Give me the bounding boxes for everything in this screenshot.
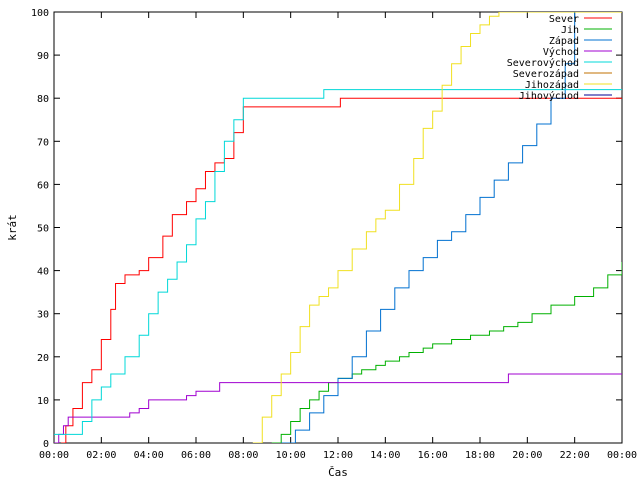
y-tick-label: 40 <box>37 267 49 278</box>
series-line-0 <box>61 97 622 443</box>
x-axis-title: Čas <box>328 466 348 479</box>
x-tick-label: 08:00 <box>228 450 258 461</box>
y-tick-label: 70 <box>37 137 49 148</box>
y-tick-label: 20 <box>37 353 49 364</box>
y-axis-title: krát <box>6 214 19 241</box>
x-tick-label: 00:00 <box>607 450 637 461</box>
x-tick-label: 10:00 <box>276 450 306 461</box>
x-tick-label: 12:00 <box>323 450 353 461</box>
x-tick-label: 02:00 <box>86 450 116 461</box>
legend-label: Severovýchod <box>507 57 579 69</box>
series-line-2 <box>281 12 622 443</box>
legend: SeverJihZápadVýchodSeverovýchodSeverozáp… <box>507 14 612 102</box>
axis-ticks: 0 10 20 30 40 50 60 70 80 90 100 00:00 02:00 04:00 06:… <box>31 8 637 461</box>
y-tick-label: 10 <box>37 396 49 407</box>
legend-label: Východ <box>543 46 579 58</box>
x-tick-label: 06:00 <box>181 450 211 461</box>
legend-label: Západ <box>549 35 579 47</box>
y-tick-label: 30 <box>37 310 49 321</box>
series-line-4 <box>54 89 622 435</box>
y-tick-label: 60 <box>37 180 49 191</box>
y-tick-label: 90 <box>37 51 49 62</box>
y-tick-label: 50 <box>37 224 49 235</box>
legend-label: Jihovýchod <box>519 90 579 102</box>
x-tick-label: 22:00 <box>560 450 590 461</box>
legend-label: Severozápad <box>513 68 579 80</box>
series-line-1 <box>271 261 622 443</box>
x-tick-label: 04:00 <box>134 450 164 461</box>
x-tick-label: 16:00 <box>418 450 448 461</box>
legend-label: Sever <box>549 14 579 25</box>
x-tick-label: 18:00 <box>465 450 495 461</box>
series-lines <box>54 12 622 443</box>
legend-label: Jih <box>561 25 579 36</box>
y-tick-label: 0 <box>43 439 49 450</box>
series-line-6 <box>252 12 622 443</box>
x-tick-label: 00:00 <box>39 450 69 461</box>
x-tick-label: 20:00 <box>512 450 542 461</box>
series-line-3 <box>54 373 622 443</box>
x-tick-label: 14:00 <box>370 450 400 461</box>
y-tick-label: 80 <box>37 94 49 105</box>
y-tick-label: 100 <box>31 8 49 19</box>
legend-label: Jihozápad <box>525 79 579 91</box>
